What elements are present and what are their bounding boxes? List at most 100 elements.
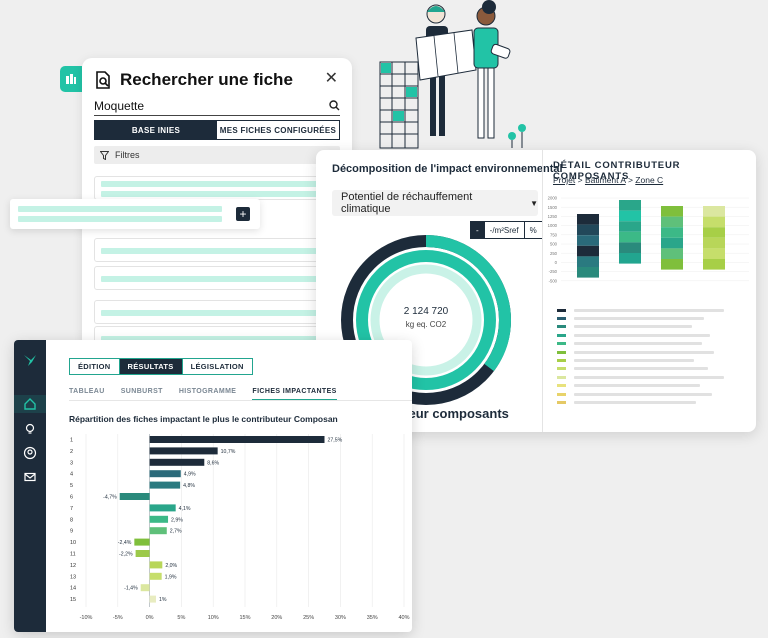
close-icon[interactable]: ✕: [324, 70, 338, 87]
bar[interactable]: [149, 504, 176, 512]
stacked-segment[interactable]: [703, 259, 725, 270]
bar[interactable]: [149, 595, 156, 603]
stacked-segment[interactable]: [619, 242, 641, 253]
donut-outer-segment: [341, 235, 511, 405]
bar[interactable]: [149, 436, 325, 443]
stacked-segment[interactable]: [619, 221, 641, 232]
legend-item[interactable]: [557, 390, 747, 398]
results-panel: ÉDITION RÉSULTATS LÉGISLATION TABLEAU SU…: [14, 340, 412, 632]
subtab-histogram[interactable]: HISTOGRAMME: [178, 388, 237, 395]
stacked-segment[interactable]: [577, 235, 599, 246]
bar[interactable]: [149, 527, 167, 535]
library-tab[interactable]: [60, 66, 82, 92]
data-label: 4,8%: [183, 483, 195, 489]
legend-swatch: [557, 308, 566, 312]
search-input[interactable]: Moquette: [94, 96, 340, 116]
bar[interactable]: [119, 493, 150, 500]
base-inies-button[interactable]: BASE INIES: [95, 121, 217, 139]
app-sidebar: [14, 340, 46, 632]
bulb-icon[interactable]: [23, 422, 37, 436]
y-tick-label: 8: [70, 517, 73, 523]
component-legend: [557, 306, 747, 407]
list-item[interactable]: [94, 176, 340, 200]
legend-item[interactable]: [557, 314, 747, 322]
indicator-select[interactable]: Potentiel de réchauffement climatique ▼: [332, 190, 538, 216]
bar[interactable]: [149, 561, 163, 569]
subtab-sunburst[interactable]: SUNBURST: [120, 388, 163, 395]
stacked-segment[interactable]: [703, 216, 725, 228]
bar[interactable]: [149, 458, 205, 466]
mail-icon[interactable]: [23, 470, 37, 484]
breadcrumb-building[interactable]: Bâtiment A: [584, 175, 626, 185]
bar[interactable]: [149, 447, 218, 455]
breadcrumb-project[interactable]: Projet: [553, 175, 576, 185]
stacked-segment[interactable]: [661, 259, 683, 270]
database-toggle: BASE INIES MES FICHES CONFIGURÉES: [94, 120, 340, 140]
x-tick-label: 25%: [303, 615, 314, 621]
selected-sheet-row[interactable]: +: [10, 199, 260, 229]
tab-legislation[interactable]: LÉGISLATION: [181, 359, 252, 374]
data-label: 1,9%: [165, 574, 177, 580]
legend-item[interactable]: [557, 323, 747, 331]
x-tick-label: 40%: [398, 615, 409, 621]
stacked-segment[interactable]: [703, 248, 725, 259]
breadcrumb-zone[interactable]: Zone C: [635, 175, 664, 185]
tab-edition[interactable]: ÉDITION: [70, 359, 119, 374]
bar[interactable]: [149, 572, 162, 580]
stacked-segment[interactable]: [619, 200, 641, 211]
stacked-segment[interactable]: [577, 224, 599, 236]
legend-item[interactable]: [557, 306, 747, 314]
bar[interactable]: [140, 584, 150, 592]
stacked-segment[interactable]: [661, 206, 683, 217]
y-tick-label: 2000: [548, 196, 558, 201]
stacked-segment[interactable]: [703, 227, 725, 238]
plus-icon[interactable]: +: [236, 207, 250, 221]
legend-item[interactable]: [557, 340, 747, 348]
legend-item[interactable]: [557, 331, 747, 339]
tab-results[interactable]: RÉSULTATS: [118, 359, 182, 374]
search-icon[interactable]: [329, 100, 340, 111]
stacked-segment[interactable]: [619, 253, 641, 264]
my-configured-sheets-button[interactable]: MES FICHES CONFIGURÉES: [217, 121, 339, 139]
stacked-segment[interactable]: [577, 267, 599, 278]
filters-button[interactable]: Filtres: [94, 146, 340, 164]
stacked-segment[interactable]: [619, 231, 641, 243]
unit-per-m2-button[interactable]: -/m²Sref: [483, 222, 524, 238]
stacked-segment[interactable]: [577, 214, 599, 225]
stacked-segment[interactable]: [661, 216, 683, 228]
legend-item[interactable]: [557, 356, 747, 364]
bar[interactable]: [134, 538, 150, 546]
legend-item[interactable]: [557, 373, 747, 381]
stacked-segment[interactable]: [577, 256, 599, 267]
stacked-segment[interactable]: [661, 248, 683, 259]
bar[interactable]: [135, 550, 150, 557]
list-item[interactable]: [94, 238, 340, 262]
stacked-segment[interactable]: [703, 237, 725, 249]
legend-item[interactable]: [557, 348, 747, 356]
y-tick-label: 12: [70, 563, 76, 569]
stacked-segment[interactable]: [661, 227, 683, 238]
legend-swatch: [557, 342, 566, 346]
bar[interactable]: [149, 515, 169, 523]
x-tick-label: 10%: [208, 615, 219, 621]
list-item[interactable]: [94, 266, 340, 290]
stacked-segment[interactable]: [619, 210, 641, 222]
list-item[interactable]: [94, 300, 340, 324]
legend-placeholder-text: [574, 367, 708, 371]
home-icon[interactable]: [23, 397, 37, 411]
stacked-segment[interactable]: [661, 237, 683, 249]
bar[interactable]: [149, 481, 181, 489]
stacked-segment[interactable]: [703, 206, 725, 217]
legend-item[interactable]: [557, 398, 747, 406]
bar[interactable]: [149, 470, 181, 478]
subtab-table[interactable]: TABLEAU: [69, 388, 105, 395]
legend-item[interactable]: [557, 365, 747, 373]
data-label: -1,4%: [124, 586, 138, 592]
x-tick-label: -10%: [80, 615, 93, 621]
legend-item[interactable]: [557, 382, 747, 390]
unit-percent-button[interactable]: %: [523, 222, 542, 238]
stacked-segment[interactable]: [577, 245, 599, 257]
unit-minus-button[interactable]: -: [471, 222, 484, 238]
y-tick-label: 2: [70, 449, 73, 455]
user-icon[interactable]: [23, 446, 37, 460]
